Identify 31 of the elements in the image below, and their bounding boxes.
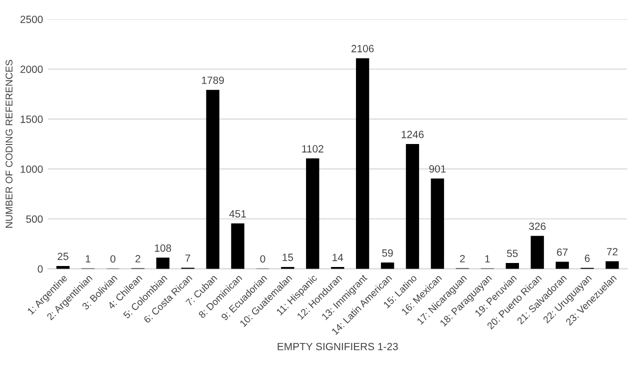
y-tick-label: 0	[38, 265, 43, 273]
x-axis-title: EMPTY SIGNIFIERS 1-23	[278, 342, 398, 350]
data-label: 25	[58, 252, 68, 260]
data-label: 1789	[202, 76, 224, 84]
data-label: 7	[185, 254, 190, 262]
y-tick-label: 1000	[20, 165, 43, 173]
data-label: 1	[86, 255, 90, 262]
data-label: 901	[429, 165, 446, 173]
y-tick-label: 1500	[20, 116, 43, 123]
data-label: 2	[136, 255, 140, 262]
data-label: 1102	[302, 145, 324, 153]
data-label: 451	[229, 210, 246, 218]
data-label: 72	[606, 248, 618, 256]
y-tick-label: 2500	[20, 16, 43, 24]
y-axis-title: NUMBER OF CODING REFERENCES	[6, 60, 12, 228]
data-label: 55	[506, 250, 518, 258]
y-tick-label: 2000	[20, 66, 43, 73]
data-label: 2106	[352, 44, 374, 52]
data-label: 6	[584, 254, 590, 262]
data-label: 0	[110, 255, 116, 263]
data-label: 0	[260, 255, 266, 263]
data-label: 326	[529, 222, 546, 230]
data-label: 108	[154, 244, 172, 252]
data-label: 1246	[402, 130, 424, 138]
data-label: 14	[332, 254, 344, 262]
y-tick-label: 500	[26, 215, 43, 223]
data-label: 59	[382, 249, 393, 257]
data-label: 1	[485, 255, 490, 262]
data-label: 15	[282, 254, 294, 262]
data-label: 67	[557, 248, 568, 256]
data-label: 2	[460, 255, 465, 262]
